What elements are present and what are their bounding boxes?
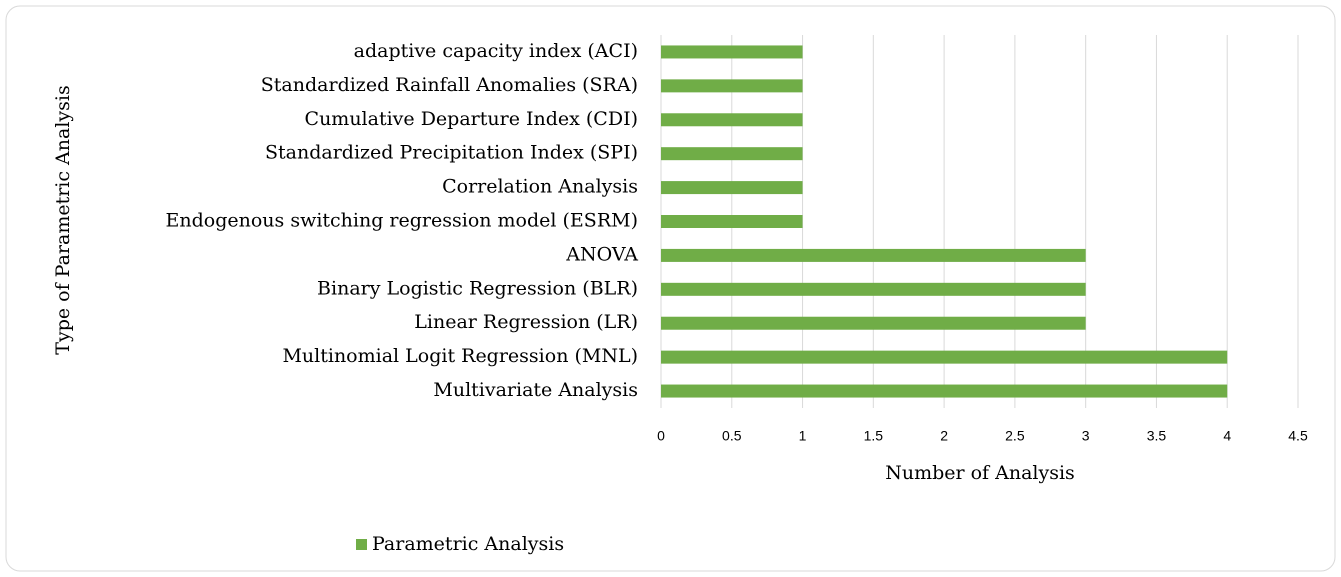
x-tick-label: 3 [1082, 428, 1090, 444]
bar [661, 384, 1228, 398]
x-tick-label: 2.5 [1005, 428, 1025, 444]
x-axis-title: Number of Analysis [885, 462, 1075, 484]
y-tick-label: Multivariate Analysis [433, 379, 638, 401]
legend-label: Parametric Analysis [372, 533, 564, 555]
y-tick-label: Multinomial Logit Regression (MNL) [282, 345, 638, 367]
y-tick-label: ANOVA [565, 243, 638, 265]
x-tick-label: 1.5 [864, 428, 884, 444]
y-tick-label: Standardized Precipitation Index (SPI) [265, 142, 638, 164]
y-axis-title: Type of Parametric Analysis [52, 85, 74, 354]
x-tick-label: 1 [799, 428, 807, 444]
x-tick-label: 2 [940, 428, 948, 444]
bar [661, 350, 1228, 364]
x-tick-label: 0.5 [722, 428, 742, 444]
x-tick-label: 3.5 [1147, 428, 1167, 444]
bar [661, 181, 803, 195]
bar [661, 79, 803, 93]
y-tick-label: Correlation Analysis [442, 176, 638, 198]
x-tick-label: 4.5 [1288, 428, 1308, 444]
bar [661, 248, 1086, 262]
bar [661, 147, 803, 161]
legend-swatch [356, 539, 367, 550]
y-tick-label: Linear Regression (LR) [414, 311, 638, 333]
y-tick-label: Endogenous switching regression model (E… [166, 210, 639, 232]
y-tick-label: Cumulative Departure Index (CDI) [305, 108, 638, 130]
y-tick-label: Standardized Rainfall Anomalies (SRA) [261, 74, 638, 96]
x-tick-label: 0 [657, 428, 665, 444]
bar [661, 316, 1086, 330]
x-tick-label: 4 [1223, 428, 1231, 444]
y-tick-label: Binary Logistic Regression (BLR) [317, 277, 638, 299]
bar [661, 45, 803, 59]
y-tick-label: adaptive capacity index (ACI) [354, 40, 638, 62]
bar [661, 215, 803, 228]
bar [661, 282, 1086, 296]
bar [661, 113, 803, 127]
